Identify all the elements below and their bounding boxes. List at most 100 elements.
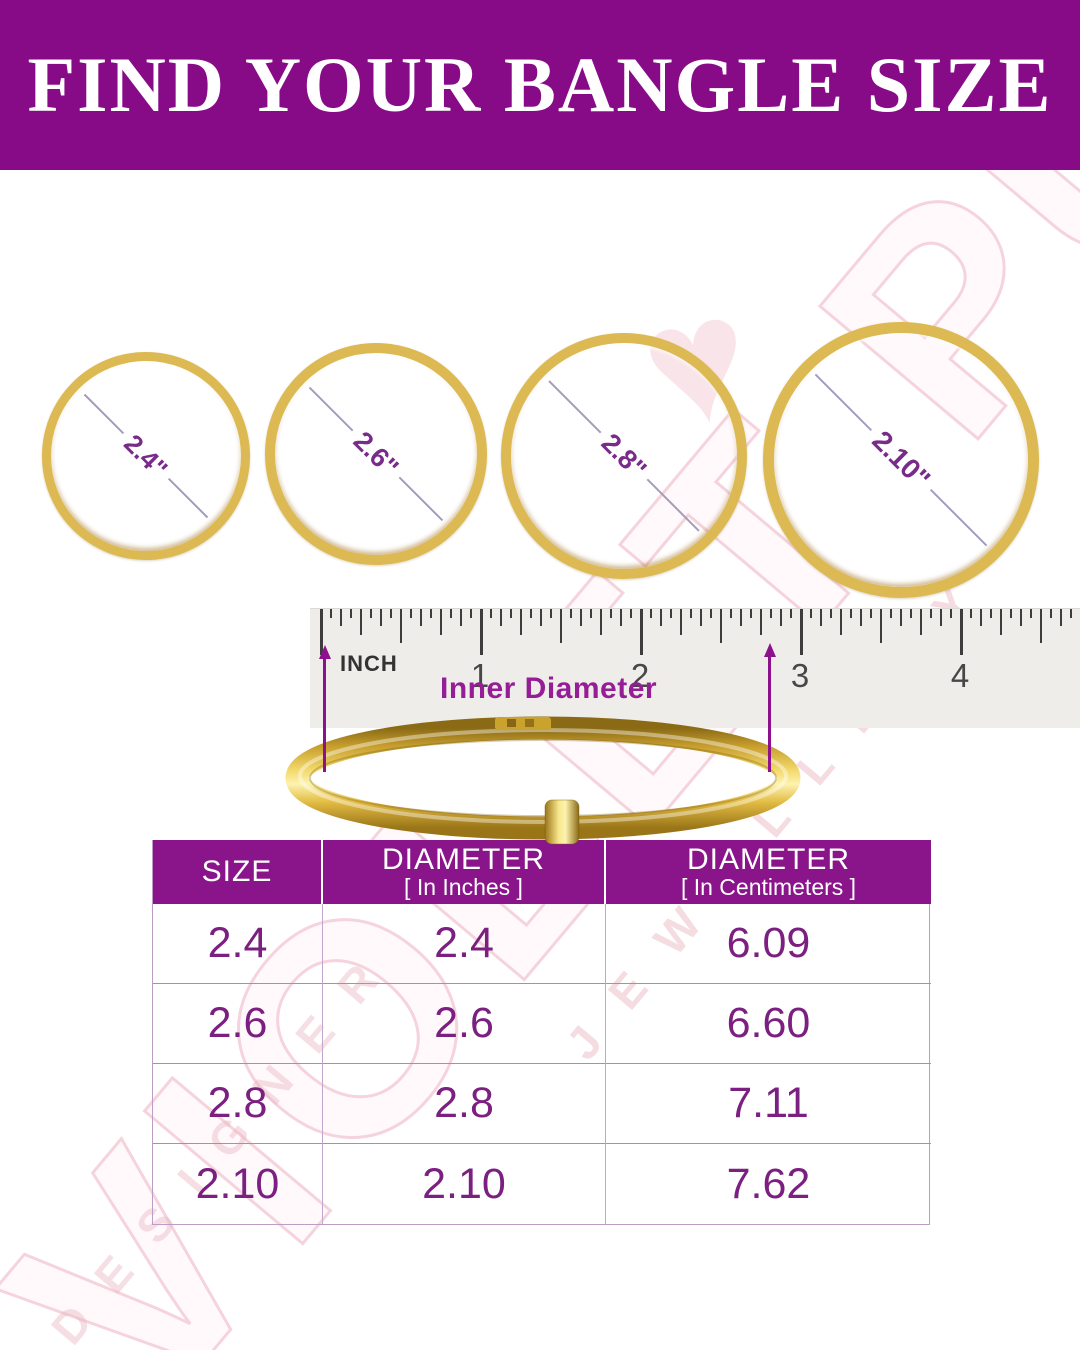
- diameter-label: 2.6": [342, 420, 410, 488]
- ruler-tick: [970, 609, 972, 618]
- ruler-tick: [830, 609, 832, 618]
- ruler-tick: [670, 609, 672, 618]
- ruler-tick: [400, 609, 402, 643]
- diameter-line: 2.6": [308, 386, 444, 522]
- ruler-tick: [370, 609, 372, 618]
- size-table: SIZE DIAMETER [ In Inches ] DIAMETER [ I…: [152, 840, 931, 1225]
- ruler-tick: [680, 609, 682, 635]
- diameter-label: 2.4": [114, 424, 178, 488]
- ruler-tick: [540, 609, 542, 626]
- ruler-tick: [510, 609, 512, 618]
- table-cell-centimeters-row2: 6.60: [606, 984, 931, 1064]
- ruler-tick: [890, 609, 892, 618]
- table-cell-size-row4: 2.10: [153, 1144, 323, 1224]
- ruler-tick: [570, 609, 572, 618]
- table-cell-centimeters-row4: 7.62: [726, 1159, 811, 1208]
- ruler-tick: [730, 609, 732, 618]
- ruler-tick: [940, 609, 942, 626]
- table-cell-size-row2: 2.6: [153, 984, 323, 1064]
- ruler-tick: [340, 609, 342, 626]
- table-header-diameter-inches: DIAMETER [ In Inches ]: [323, 840, 606, 904]
- table-header-size: SIZE: [153, 840, 323, 904]
- table-cell-inches-row4: 2.10: [323, 1144, 606, 1224]
- ruler-tick: [1000, 609, 1002, 635]
- ruler-tick: [710, 609, 712, 618]
- bangle-circle-2.4: 2.4": [42, 352, 250, 560]
- ruler-tick: [530, 609, 532, 618]
- ruler-tick: [580, 609, 582, 626]
- ruler-tick: [960, 609, 963, 655]
- ruler-tick: [990, 609, 992, 618]
- page-title: FIND YOUR BANGLE SIZE: [27, 41, 1053, 128]
- ruler-tick: [560, 609, 562, 643]
- diameter-label: 2.10": [861, 420, 941, 500]
- ruler-tick: [590, 609, 592, 618]
- ruler-tick: [390, 609, 392, 618]
- ruler-tick: [950, 609, 952, 618]
- ruler-number-2: 2: [630, 657, 650, 694]
- ruler-tick: [410, 609, 412, 618]
- ruler-tick: [760, 609, 762, 635]
- diameter-line: 2.4": [83, 393, 209, 519]
- ruler-tick: [490, 609, 492, 618]
- ruler-number-1: 1: [470, 657, 490, 694]
- ruler-tick: [350, 609, 352, 618]
- ruler-tick: [440, 609, 442, 635]
- right-measure-arrow-icon: [763, 643, 776, 772]
- ruler-tick: [460, 609, 462, 626]
- ruler-tick: [450, 609, 452, 618]
- arrow-head-icon: [763, 643, 776, 657]
- ruler-tick: [690, 609, 692, 618]
- ruler-tick: [330, 609, 332, 618]
- ruler-tick: [790, 609, 792, 618]
- ruler-tick: [1040, 609, 1042, 643]
- ruler-tick: [920, 609, 922, 635]
- ruler-tick: [750, 609, 752, 618]
- ruler-tick: [1060, 609, 1062, 626]
- ruler-number-4: 4: [950, 657, 970, 694]
- header-label: SIZE: [201, 855, 273, 889]
- table-header-diameter-centimeters: DIAMETER [ In Centimeters ]: [606, 840, 931, 904]
- table-cell-size-row3: 2.8: [153, 1064, 323, 1144]
- ruler-tick: [840, 609, 842, 635]
- ruler-tick: [770, 609, 772, 618]
- header-sublabel: [ In Centimeters ]: [680, 874, 857, 901]
- ruler-tick: [550, 609, 552, 618]
- ruler-tick: [610, 609, 612, 618]
- table-cell-inches-row2: 2.6: [323, 984, 606, 1064]
- bangle-circle-2.10: 2.10": [763, 322, 1039, 598]
- ruler-tick: [910, 609, 912, 618]
- ruler-tick: [900, 609, 902, 626]
- ruler-tick: [1030, 609, 1032, 618]
- ruler-tick: [700, 609, 702, 626]
- ruler-tick: [420, 609, 422, 626]
- ruler-tick: [860, 609, 862, 626]
- ruler-tick: [980, 609, 982, 626]
- diameter-line: 2.8": [548, 380, 700, 532]
- diameter-line: 2.10": [814, 373, 988, 547]
- ruler-tick: [810, 609, 812, 618]
- ruler-tick: [380, 609, 382, 626]
- table-cell-centimeters-row3: 7.11: [606, 1064, 931, 1144]
- ruler-tick: [870, 609, 872, 618]
- bangle-circle-2.8: 2.8": [501, 333, 747, 579]
- ruler-tick: [780, 609, 782, 626]
- arrow-head-icon: [318, 645, 331, 659]
- ruler-tick: [620, 609, 622, 626]
- ruler-tick: [470, 609, 472, 618]
- header-label: DIAMETER: [686, 842, 850, 876]
- gold-bangle-photo: [285, 716, 801, 845]
- ruler-tick: [1070, 609, 1072, 618]
- ruler-tick: [820, 609, 822, 626]
- ruler-tick: [520, 609, 522, 635]
- ruler-tick: [630, 609, 632, 618]
- ruler-tick: [1050, 609, 1052, 618]
- ruler-tick: [880, 609, 882, 643]
- ruler-tick: [1020, 609, 1022, 626]
- ruler-tick: [430, 609, 432, 618]
- header-label: DIAMETER: [381, 842, 545, 876]
- ruler-tick: [930, 609, 932, 618]
- ruler-tick: [650, 609, 652, 618]
- inner-diameter-label: Inner Diameter: [440, 672, 658, 705]
